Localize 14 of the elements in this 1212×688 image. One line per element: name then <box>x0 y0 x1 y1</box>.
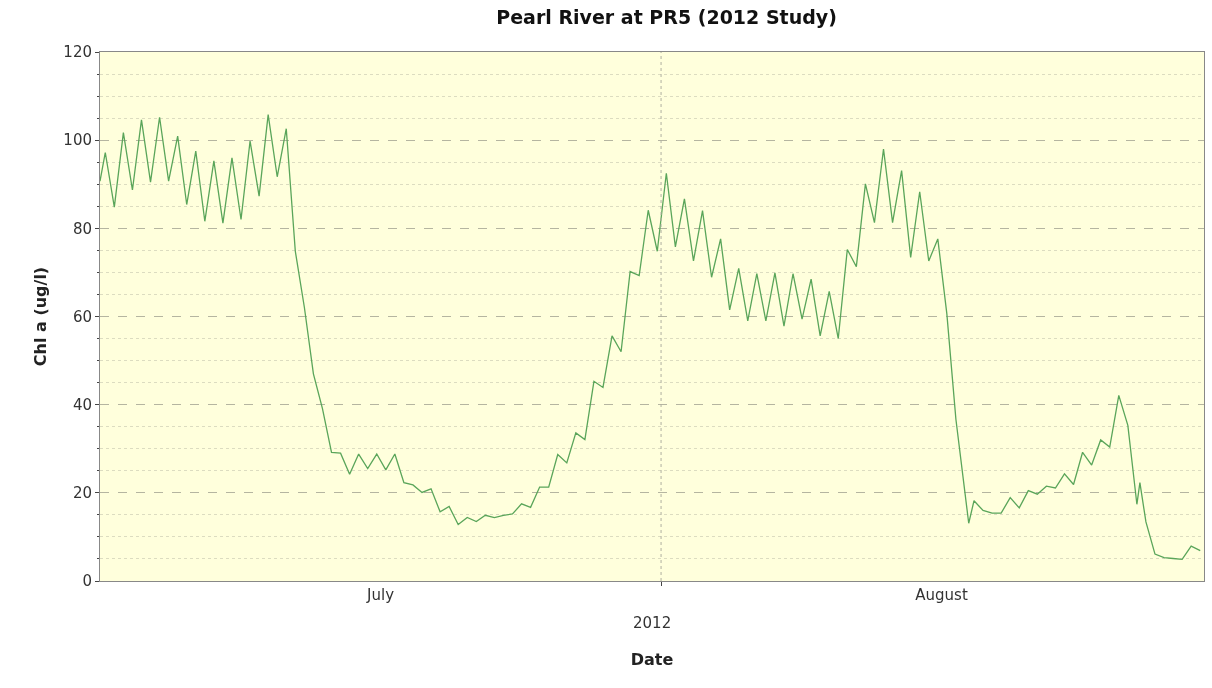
line-series <box>100 113 1201 561</box>
x-tick-label: August <box>915 586 968 604</box>
y-tick-label: 40 <box>72 395 92 414</box>
y-tick-label: 80 <box>72 219 92 238</box>
text: 2012 <box>633 614 672 632</box>
x-axis-title: Date <box>630 649 674 669</box>
y-tick-label: 120 <box>63 43 92 62</box>
y-axis-title: Chl a (ug/l) <box>31 266 51 367</box>
y-tick-label: 60 <box>72 307 92 326</box>
y-tick-label: 0 <box>82 572 92 591</box>
y-tick-label: 100 <box>63 131 92 150</box>
y-tick-label: 20 <box>72 484 92 503</box>
x-tick-label: July <box>366 586 395 604</box>
chart-title: Pearl River at PR5 (2012 Study) <box>496 5 837 28</box>
